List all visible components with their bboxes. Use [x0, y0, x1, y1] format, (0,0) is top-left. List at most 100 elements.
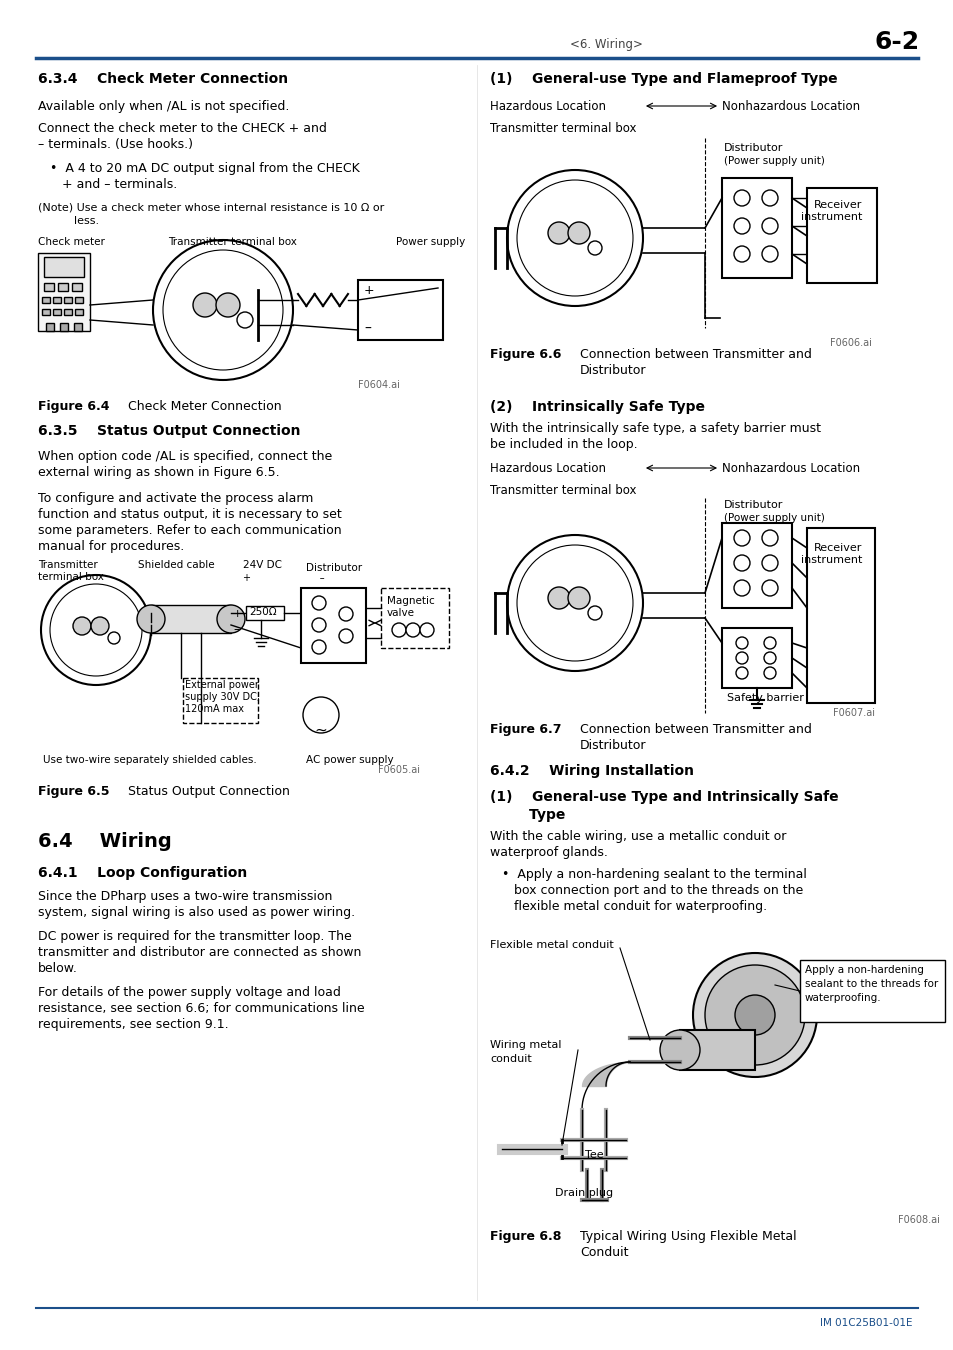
- Text: Hazardous Location: Hazardous Location: [490, 462, 605, 475]
- Bar: [58, 284, 68, 292]
- Circle shape: [733, 190, 749, 207]
- Circle shape: [91, 617, 109, 634]
- Text: F0605.ai: F0605.ai: [377, 765, 419, 775]
- Text: Since the DPharp uses a two-wire transmission: Since the DPharp uses a two-wire transmi…: [38, 890, 332, 903]
- Text: conduit: conduit: [490, 1054, 531, 1064]
- Circle shape: [506, 535, 642, 671]
- Circle shape: [303, 697, 338, 733]
- Text: Wiring metal: Wiring metal: [490, 1040, 561, 1050]
- Text: Connection between Transmitter and: Connection between Transmitter and: [579, 724, 811, 736]
- Circle shape: [216, 605, 245, 633]
- Text: Transmitter: Transmitter: [38, 560, 97, 570]
- Text: Figure 6.6: Figure 6.6: [490, 348, 560, 360]
- Text: +: +: [233, 609, 242, 620]
- Text: When option code /AL is specified, connect the: When option code /AL is specified, conne…: [38, 450, 332, 463]
- Circle shape: [152, 240, 293, 379]
- Bar: [42, 309, 50, 315]
- Circle shape: [108, 632, 120, 644]
- Circle shape: [163, 250, 283, 370]
- Circle shape: [50, 585, 142, 676]
- Bar: [44, 256, 84, 277]
- Text: flexible metal conduit for waterproofing.: flexible metal conduit for waterproofing…: [514, 900, 766, 913]
- Circle shape: [734, 995, 774, 1035]
- Text: be included in the loop.: be included in the loop.: [490, 437, 637, 451]
- Text: Transmitter terminal box: Transmitter terminal box: [168, 238, 296, 247]
- Text: Check Meter Connection: Check Meter Connection: [128, 400, 281, 413]
- Bar: [806, 528, 874, 703]
- Text: (Power supply unit): (Power supply unit): [723, 513, 824, 522]
- Circle shape: [392, 622, 406, 637]
- Text: Apply a non-hardening: Apply a non-hardening: [804, 965, 923, 975]
- Circle shape: [419, 622, 434, 637]
- Text: some parameters. Refer to each communication: some parameters. Refer to each communica…: [38, 524, 341, 537]
- Text: 6.3.4    Check Meter Connection: 6.3.4 Check Meter Connection: [38, 72, 288, 86]
- Circle shape: [761, 531, 778, 545]
- Text: •  A 4 to 20 mA DC output signal from the CHECK: • A 4 to 20 mA DC output signal from the…: [50, 162, 359, 176]
- Text: supply 30V DC,: supply 30V DC,: [185, 693, 260, 702]
- Bar: [64, 297, 71, 302]
- Text: 120mA max: 120mA max: [185, 703, 244, 714]
- Circle shape: [215, 293, 240, 317]
- Text: waterproof glands.: waterproof glands.: [490, 846, 607, 859]
- Text: Hazardous Location: Hazardous Location: [490, 100, 605, 113]
- Text: 250Ω: 250Ω: [249, 608, 276, 617]
- Text: +: +: [364, 284, 375, 297]
- Text: Distributor: Distributor: [579, 364, 646, 377]
- Circle shape: [704, 965, 804, 1065]
- Bar: [53, 309, 61, 315]
- Text: –: –: [364, 323, 371, 336]
- Text: Figure 6.7: Figure 6.7: [490, 724, 561, 736]
- Text: less.: less.: [74, 216, 99, 225]
- Circle shape: [312, 618, 326, 632]
- Text: <6. Wiring>: <6. Wiring>: [569, 38, 642, 51]
- Text: Distributor: Distributor: [723, 500, 782, 510]
- Text: waterproofing.: waterproofing.: [804, 994, 881, 1003]
- Circle shape: [659, 1030, 700, 1071]
- Circle shape: [406, 622, 419, 637]
- Text: 6-2: 6-2: [874, 30, 919, 54]
- Text: 6.3.5    Status Output Connection: 6.3.5 Status Output Connection: [38, 424, 300, 437]
- Circle shape: [733, 246, 749, 262]
- Circle shape: [41, 575, 151, 684]
- Circle shape: [733, 580, 749, 595]
- Circle shape: [236, 312, 253, 328]
- Text: Distributor: Distributor: [579, 738, 646, 752]
- Text: Use two-wire separately shielded cables.: Use two-wire separately shielded cables.: [43, 755, 256, 765]
- Text: (1)    General-use Type and Flameproof Type: (1) General-use Type and Flameproof Type: [490, 72, 837, 86]
- Bar: [74, 323, 82, 331]
- Text: 6.4.1    Loop Configuration: 6.4.1 Loop Configuration: [38, 865, 247, 880]
- Text: Figure 6.8: Figure 6.8: [490, 1230, 560, 1243]
- Bar: [151, 605, 231, 633]
- Text: Connection between Transmitter and: Connection between Transmitter and: [579, 348, 811, 360]
- Text: Type: Type: [490, 809, 565, 822]
- Text: Power supply: Power supply: [395, 238, 465, 247]
- Bar: [721, 628, 791, 688]
- Circle shape: [73, 617, 91, 634]
- Text: requirements, see section 9.1.: requirements, see section 9.1.: [38, 1018, 229, 1031]
- Circle shape: [312, 640, 326, 653]
- Text: Tee: Tee: [584, 1150, 603, 1160]
- Text: Safety barrier: Safety barrier: [726, 693, 803, 703]
- Circle shape: [338, 629, 353, 643]
- Text: F0607.ai: F0607.ai: [832, 707, 874, 718]
- Text: – terminals. (Use hooks.): – terminals. (Use hooks.): [38, 138, 193, 151]
- Text: 6.4.2    Wiring Installation: 6.4.2 Wiring Installation: [490, 764, 693, 778]
- Text: With the intrinsically safe type, a safety barrier must: With the intrinsically safe type, a safe…: [490, 423, 821, 435]
- Text: F0606.ai: F0606.ai: [829, 338, 871, 348]
- Text: Distributor: Distributor: [306, 563, 362, 572]
- Text: External power: External power: [185, 680, 258, 690]
- Text: terminal box: terminal box: [38, 572, 104, 582]
- Bar: [75, 297, 83, 302]
- Text: –: –: [233, 622, 239, 636]
- Text: Available only when /AL is not specified.: Available only when /AL is not specified…: [38, 100, 289, 113]
- Circle shape: [193, 293, 216, 317]
- Text: Distributor: Distributor: [723, 143, 782, 153]
- Circle shape: [761, 190, 778, 207]
- Circle shape: [567, 221, 589, 244]
- Circle shape: [517, 545, 633, 662]
- Text: With the cable wiring, use a metallic conduit or: With the cable wiring, use a metallic co…: [490, 830, 785, 842]
- Text: ~: ~: [314, 724, 327, 738]
- Circle shape: [517, 180, 633, 296]
- Bar: [357, 279, 442, 340]
- Text: instrument: instrument: [800, 555, 862, 566]
